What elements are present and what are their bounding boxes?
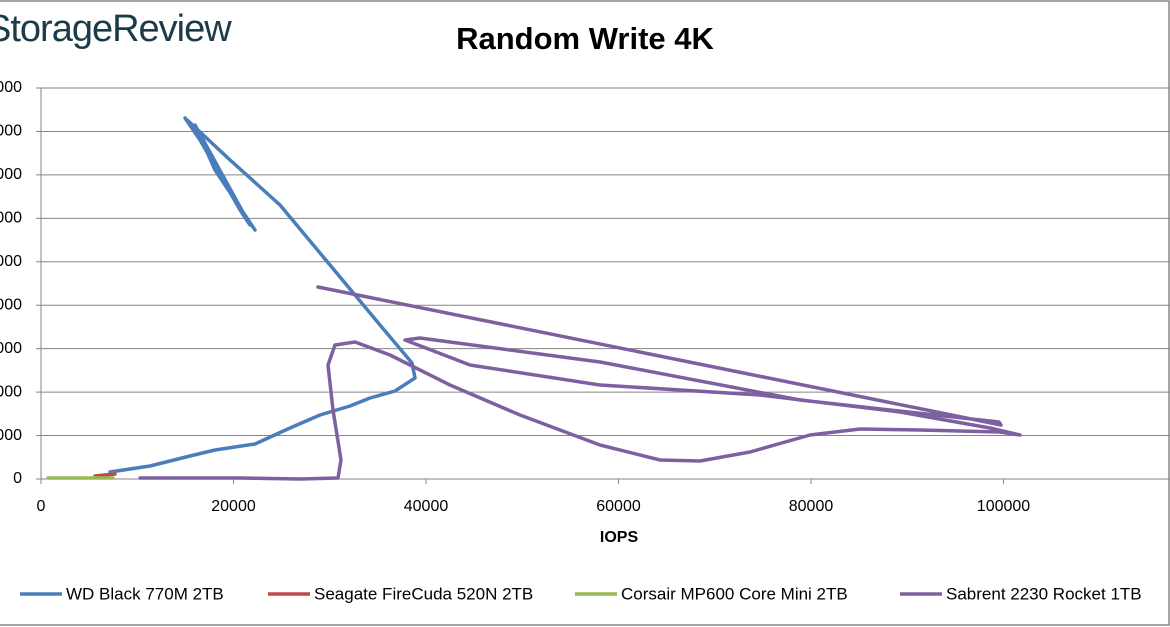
x-tick-label: 80000 — [789, 498, 834, 515]
x-axis-label: IOPS — [600, 529, 639, 546]
x-tick-label: 20000 — [211, 498, 256, 515]
y-tick-label: 6000 — [0, 210, 22, 227]
series-line — [108, 116, 417, 474]
y-tick-label: 9000 — [0, 79, 22, 96]
y-tick-label: 8000 — [0, 123, 22, 140]
series-line — [138, 285, 1022, 481]
legend-label: Seagate FireCuda 520N 2TB — [314, 584, 533, 603]
x-tick-label: 60000 — [596, 498, 641, 515]
legend-label: Sabrent 2230 Rocket 1TB — [946, 584, 1142, 603]
legend-label: WD Black 770M 2TB — [66, 584, 224, 603]
x-tick-label: 40000 — [404, 498, 449, 515]
y-tick-label: 3000 — [0, 340, 22, 357]
series-line — [93, 472, 117, 478]
y-tick-label: 1000 — [0, 427, 22, 444]
y-tick-label: 7000 — [0, 166, 22, 183]
watermark: StorageReview — [0, 8, 232, 50]
y-tick-label: 5000 — [0, 253, 22, 270]
y-tick-label: 0 — [13, 470, 22, 487]
y-tick-label: 4000 — [0, 296, 22, 313]
x-tick-label: 100000 — [977, 498, 1030, 515]
x-tick-label: 0 — [37, 498, 46, 515]
y-tick-label: 2000 — [0, 383, 22, 400]
legend-label: Corsair MP600 Core Mini 2TB — [621, 584, 848, 603]
chart-title: Random Write 4K — [456, 21, 714, 56]
